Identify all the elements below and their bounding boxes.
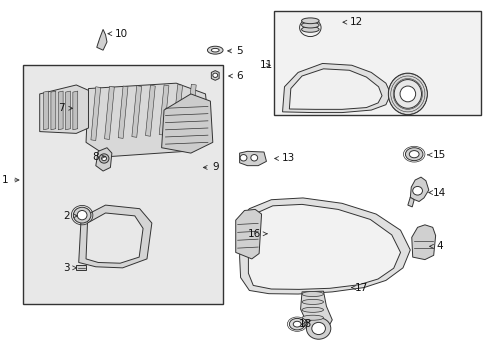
Polygon shape xyxy=(132,86,142,137)
Ellipse shape xyxy=(240,154,246,161)
Ellipse shape xyxy=(301,18,319,24)
Polygon shape xyxy=(65,91,70,130)
Ellipse shape xyxy=(302,292,323,297)
Bar xyxy=(273,12,480,116)
Text: 14: 14 xyxy=(428,188,445,198)
Ellipse shape xyxy=(211,48,219,52)
Text: 2: 2 xyxy=(63,211,77,221)
Polygon shape xyxy=(211,71,219,80)
Polygon shape xyxy=(97,30,107,50)
Polygon shape xyxy=(159,85,168,135)
Ellipse shape xyxy=(77,211,87,220)
Polygon shape xyxy=(51,91,56,130)
Polygon shape xyxy=(161,94,212,153)
Polygon shape xyxy=(248,204,400,289)
Polygon shape xyxy=(118,86,128,138)
Text: 1: 1 xyxy=(2,175,19,185)
Ellipse shape xyxy=(408,150,418,158)
Ellipse shape xyxy=(311,322,325,334)
Ellipse shape xyxy=(102,156,106,161)
Text: 6: 6 xyxy=(228,71,243,81)
Ellipse shape xyxy=(293,321,301,327)
Polygon shape xyxy=(289,69,381,109)
Text: 7: 7 xyxy=(58,103,72,113)
Text: 13: 13 xyxy=(274,153,294,163)
Polygon shape xyxy=(186,84,196,133)
Ellipse shape xyxy=(73,207,91,223)
Text: 9: 9 xyxy=(203,162,218,172)
Ellipse shape xyxy=(387,73,427,115)
Text: 18: 18 xyxy=(298,319,311,329)
Polygon shape xyxy=(235,210,261,259)
Polygon shape xyxy=(86,213,143,263)
Polygon shape xyxy=(104,86,114,139)
Ellipse shape xyxy=(399,86,415,102)
Polygon shape xyxy=(145,85,155,136)
Ellipse shape xyxy=(405,148,422,161)
Polygon shape xyxy=(300,291,331,330)
Ellipse shape xyxy=(306,318,330,339)
Text: 8: 8 xyxy=(92,152,105,162)
Ellipse shape xyxy=(302,315,323,320)
Ellipse shape xyxy=(99,154,109,163)
Polygon shape xyxy=(40,85,88,134)
Ellipse shape xyxy=(302,307,323,312)
Text: 10: 10 xyxy=(108,29,128,39)
Ellipse shape xyxy=(207,46,223,54)
Ellipse shape xyxy=(289,319,305,330)
Text: 12: 12 xyxy=(342,17,363,27)
Text: 17: 17 xyxy=(351,283,367,293)
Polygon shape xyxy=(239,151,266,166)
Polygon shape xyxy=(73,91,78,130)
Text: 3: 3 xyxy=(63,263,76,273)
Ellipse shape xyxy=(250,154,257,161)
Polygon shape xyxy=(172,85,182,134)
Polygon shape xyxy=(239,198,409,294)
Ellipse shape xyxy=(393,80,421,108)
Polygon shape xyxy=(79,205,152,268)
Polygon shape xyxy=(58,91,63,130)
Bar xyxy=(22,65,222,304)
Text: 5: 5 xyxy=(227,46,243,56)
Ellipse shape xyxy=(301,27,319,32)
Polygon shape xyxy=(43,91,48,130)
Polygon shape xyxy=(86,83,210,157)
Polygon shape xyxy=(411,225,435,260)
Polygon shape xyxy=(409,177,428,202)
Polygon shape xyxy=(407,197,413,207)
Ellipse shape xyxy=(302,300,323,305)
Text: 4: 4 xyxy=(429,241,442,251)
Ellipse shape xyxy=(412,186,422,195)
Text: 15: 15 xyxy=(427,150,445,160)
Polygon shape xyxy=(282,63,390,113)
Polygon shape xyxy=(91,87,101,140)
Text: 16: 16 xyxy=(247,229,266,239)
Ellipse shape xyxy=(212,73,217,77)
Text: 11: 11 xyxy=(259,60,272,70)
Ellipse shape xyxy=(301,22,319,28)
Polygon shape xyxy=(76,265,86,270)
Polygon shape xyxy=(96,148,112,171)
